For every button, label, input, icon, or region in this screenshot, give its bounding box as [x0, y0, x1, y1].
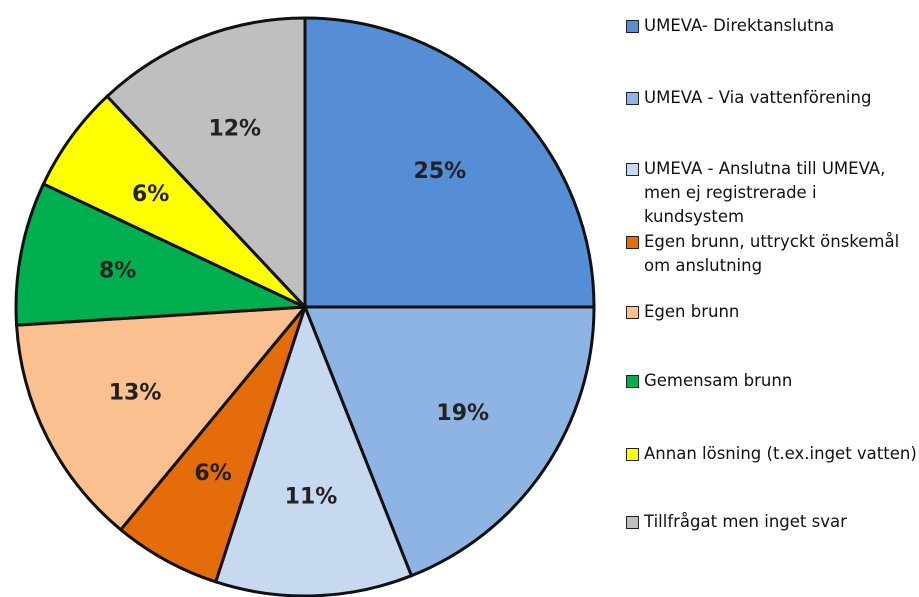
slice-label: 6%	[132, 182, 169, 207]
legend-entry: Egen brunn, uttryckt önskemål om anslutn…	[626, 230, 918, 278]
slice-label: 25%	[414, 159, 467, 184]
legend-swatch	[626, 163, 639, 176]
slice-label: 11%	[285, 485, 338, 510]
legend-swatch	[626, 448, 639, 461]
slice-label: 12%	[208, 117, 261, 142]
legend-label: Egen brunn, uttryckt önskemål om anslutn…	[644, 232, 900, 275]
legend-label: Egen brunn	[644, 302, 740, 321]
pie-slice	[303, 16, 596, 309]
legend-entry: Annan lösning (t.ex.inget vatten)	[626, 442, 918, 466]
slice-label: 6%	[194, 461, 231, 486]
legend-swatch	[626, 306, 639, 319]
legend-entry: Tillfrågat men inget svar	[626, 510, 918, 534]
slice-label: 8%	[99, 258, 136, 283]
legend-entry: Gemensam brunn	[626, 369, 918, 393]
slice-label: 13%	[109, 381, 162, 406]
legend-swatch	[626, 20, 639, 33]
legend-swatch	[626, 92, 639, 105]
legend-label: Gemensam brunn	[644, 371, 793, 390]
legend-label: Annan lösning (t.ex.inget vatten)	[644, 444, 917, 463]
pie-slice	[302, 305, 596, 578]
legend-label: UMEVA - Via vattenförening	[644, 88, 872, 107]
legend-label: UMEVA- Direktanslutna	[644, 16, 835, 35]
legend-entry: Egen brunn	[626, 300, 918, 324]
pie-slice	[105, 16, 307, 311]
legend-label: Tillfrågat men inget svar	[644, 512, 847, 531]
pie-slice	[213, 302, 414, 597]
legend-swatch	[626, 236, 639, 249]
legend-swatch	[626, 516, 639, 529]
legend-label: UMEVA - Anslutna till UMEVA, men ej regi…	[644, 159, 886, 226]
legend-entry: UMEVA - Anslutna till UMEVA, men ej regi…	[626, 157, 918, 229]
legend-entry: UMEVA- Direktanslutna	[626, 14, 918, 38]
legend-entry: UMEVA - Via vattenförening	[626, 86, 918, 110]
pie-slice	[14, 305, 309, 532]
legend-swatch	[626, 375, 639, 388]
pie-slice	[14, 181, 306, 327]
slice-label: 19%	[436, 401, 489, 426]
